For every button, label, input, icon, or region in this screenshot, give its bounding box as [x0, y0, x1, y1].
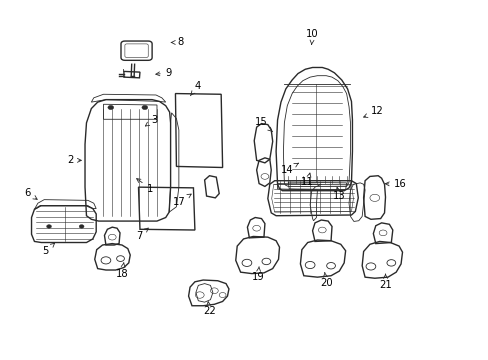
Text: 14: 14: [280, 163, 298, 175]
Circle shape: [79, 225, 84, 228]
Text: 1: 1: [136, 179, 153, 194]
Text: 10: 10: [305, 29, 318, 45]
Circle shape: [46, 225, 51, 228]
Text: 7: 7: [136, 228, 148, 241]
Text: 18: 18: [116, 263, 128, 279]
Text: 9: 9: [156, 68, 172, 78]
Text: 19: 19: [251, 267, 264, 282]
Text: 15: 15: [255, 117, 272, 132]
Text: 17: 17: [172, 194, 191, 207]
Text: 2: 2: [67, 156, 81, 165]
Text: 12: 12: [363, 107, 383, 117]
Text: 21: 21: [378, 274, 391, 290]
Text: 6: 6: [24, 188, 37, 199]
Text: 11: 11: [301, 173, 313, 187]
Text: 3: 3: [145, 114, 157, 126]
Circle shape: [142, 105, 147, 110]
Text: 16: 16: [385, 179, 406, 189]
Text: 20: 20: [319, 273, 332, 288]
Text: 4: 4: [190, 81, 201, 96]
Text: 5: 5: [42, 243, 55, 256]
Circle shape: [108, 105, 114, 110]
Text: 8: 8: [171, 37, 183, 48]
Text: 13: 13: [332, 187, 345, 202]
Text: 22: 22: [203, 302, 215, 316]
